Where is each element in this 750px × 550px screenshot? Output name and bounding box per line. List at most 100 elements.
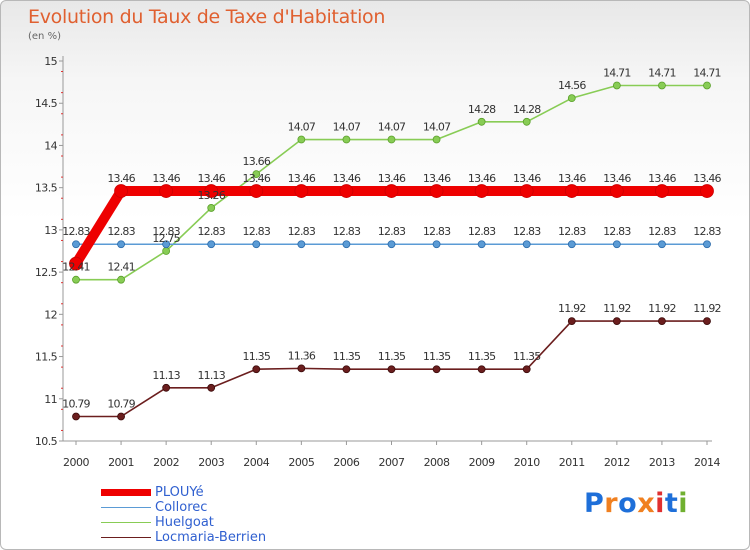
logo-letter: P	[584, 488, 605, 519]
x-tick-label: 2002	[153, 456, 179, 469]
data-label: 12.83	[243, 225, 271, 238]
data-point	[69, 256, 83, 271]
data-label: 12.83	[378, 225, 406, 238]
data-label: 13.46	[693, 172, 721, 185]
y-tick-label: 14	[44, 139, 57, 152]
data-label: 14.28	[513, 103, 541, 116]
data-label: 12.83	[107, 225, 135, 238]
data-label: 12.83	[648, 225, 676, 238]
x-tick-label: 2000	[63, 456, 89, 469]
legend-swatch-huelgoat	[101, 522, 151, 523]
y-tick-label: 15	[44, 55, 57, 68]
data-point	[162, 247, 171, 255]
data-point	[252, 365, 261, 374]
data-point	[477, 240, 486, 249]
data-label: 11.35	[243, 350, 271, 363]
data-label: 11.92	[603, 302, 631, 315]
logo-letter: x	[637, 488, 656, 519]
data-point	[117, 412, 125, 421]
data-label: 12.41	[107, 261, 135, 274]
x-tick-label: 2005	[288, 456, 314, 469]
data-point	[162, 240, 171, 249]
x-tick-label: 2008	[424, 456, 450, 469]
data-label: 13.46	[648, 172, 676, 185]
data-point	[612, 240, 621, 249]
data-point	[387, 240, 396, 249]
data-label: 12.75	[152, 232, 180, 245]
data-label: 13.46	[333, 172, 361, 185]
data-label: 13.46	[468, 172, 496, 185]
data-label: 12.83	[333, 225, 361, 238]
data-point	[658, 81, 666, 90]
data-label: 13.46	[378, 172, 406, 185]
data-label: 13.46	[513, 172, 541, 185]
data-point	[72, 412, 80, 421]
data-point	[342, 135, 351, 144]
data-point	[567, 317, 576, 325]
data-label: 13.46	[197, 172, 225, 185]
data-point	[429, 184, 444, 198]
data-point	[564, 184, 579, 198]
data-point	[703, 81, 711, 90]
data-point	[249, 184, 264, 198]
x-tick-label: 2003	[198, 456, 224, 469]
data-label: 14.07	[333, 121, 361, 134]
data-label: 11.13	[197, 369, 225, 382]
data-label: 13.46	[107, 172, 135, 185]
data-point	[703, 240, 711, 249]
data-point	[432, 240, 441, 249]
legend-label: Collorec	[155, 500, 208, 515]
logo-letter: r	[604, 488, 619, 519]
data-label: 13.46	[423, 172, 451, 185]
x-tick-label: 2001	[108, 456, 134, 469]
data-label: 12.83	[197, 225, 225, 238]
data-label: 11.35	[513, 350, 541, 363]
data-point	[655, 184, 669, 198]
data-point	[658, 317, 666, 325]
logo-letter: o	[618, 488, 638, 519]
data-point	[474, 184, 489, 198]
data-point	[387, 135, 396, 144]
data-point	[204, 184, 219, 198]
data-label: 11.92	[693, 302, 721, 315]
data-point	[432, 365, 441, 374]
data-label: 12.83	[558, 225, 586, 238]
data-label: 14.07	[423, 121, 451, 134]
data-label: 11.13	[152, 369, 180, 382]
data-label: 13.46	[603, 172, 631, 185]
data-label: 11.35	[333, 350, 361, 363]
data-label: 14.07	[378, 121, 406, 134]
y-tick-label: 11.5	[35, 351, 58, 364]
data-label: 13.66	[243, 155, 271, 168]
data-point	[522, 117, 531, 126]
data-point	[297, 364, 306, 373]
data-label: 11.35	[423, 350, 451, 363]
data-point	[567, 240, 576, 249]
data-point	[342, 365, 351, 374]
x-tick-label: 2012	[604, 456, 630, 469]
data-point	[477, 117, 486, 126]
legend-swatch-plouye	[101, 489, 151, 496]
legend-swatch-collorec	[101, 507, 151, 508]
y-tick-label: 10.5	[35, 435, 58, 448]
data-point	[294, 184, 309, 198]
data-point	[567, 94, 576, 103]
y-tick-label: 12.5	[35, 266, 58, 279]
data-point	[700, 184, 714, 198]
data-point	[387, 365, 396, 374]
data-point	[384, 184, 399, 198]
data-label: 11.92	[558, 302, 586, 315]
data-point	[207, 204, 216, 212]
data-label: 13.46	[558, 172, 586, 185]
data-point	[703, 317, 711, 325]
x-tick-label: 2007	[379, 456, 405, 469]
data-label: 12.83	[288, 225, 316, 238]
data-point	[114, 184, 128, 198]
data-label: 14.56	[558, 79, 586, 92]
data-point	[162, 383, 171, 392]
data-point	[522, 365, 531, 374]
logo-letter: t	[664, 488, 679, 519]
data-label: 14.28	[468, 103, 496, 116]
data-label: 12.83	[62, 225, 90, 238]
